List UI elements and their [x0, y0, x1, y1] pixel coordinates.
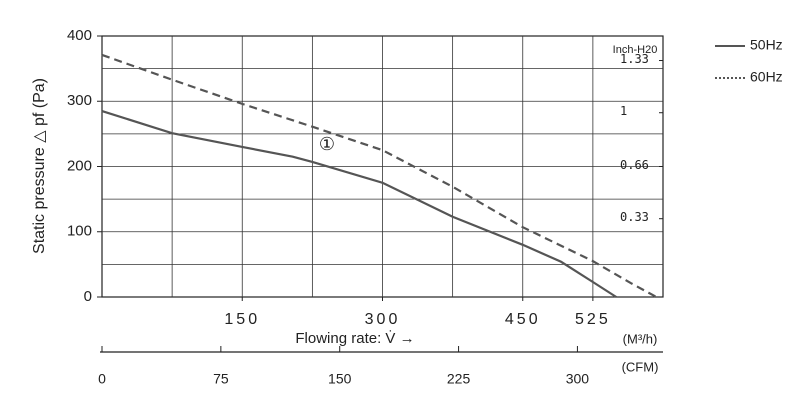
- y2-tick-label: 1.33: [620, 52, 649, 66]
- y-axis-title: Static pressure △ pf (Pa): [31, 78, 48, 254]
- x-tick-label: 525: [575, 311, 611, 328]
- y2-unit: Inch-H20: [613, 44, 658, 56]
- x-unit: (M³/h): [623, 331, 658, 346]
- x-tick-label: 150: [224, 311, 260, 328]
- x2-tick-label: 150: [328, 371, 352, 387]
- x2-tick-label: 75: [213, 371, 229, 387]
- x2-unit: (CFM): [622, 359, 659, 374]
- series-line: [101, 53, 657, 298]
- y-tick-label: 100: [67, 223, 92, 240]
- y-tick-label: 200: [67, 157, 92, 174]
- x-tick-label: 450: [505, 311, 541, 328]
- series-line: [101, 109, 617, 298]
- y-tick-label: 300: [67, 92, 92, 109]
- y-tick-label: 0: [84, 288, 92, 305]
- y2-tick-label: 1: [620, 104, 627, 118]
- legend-label: 50Hz: [750, 37, 783, 53]
- x-axis-title: Flowing rate: V̇ →: [295, 330, 414, 347]
- x2-tick-label: 300: [566, 371, 590, 387]
- y2-tick-label: 0.66: [620, 158, 649, 172]
- annotation: ①: [319, 134, 335, 154]
- x2-tick-label: 0: [98, 371, 106, 387]
- x2-tick-label: 225: [447, 371, 471, 387]
- legend-label: 60Hz: [750, 69, 783, 85]
- y2-tick-label: 0.33: [620, 210, 649, 224]
- y-tick-label: 400: [67, 27, 92, 44]
- x-tick-label: 300: [365, 311, 401, 328]
